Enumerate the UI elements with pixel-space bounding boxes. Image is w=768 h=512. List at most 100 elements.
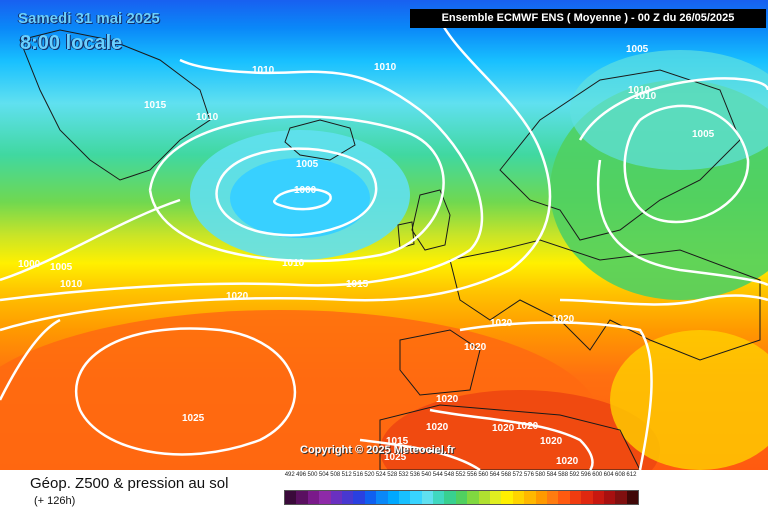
legend-tick-label: 568 bbox=[501, 472, 512, 478]
greenland-coast bbox=[19, 29, 211, 181]
isobar-label: 1020 bbox=[464, 342, 487, 353]
isobar-label: 1020 bbox=[426, 422, 449, 433]
isobar-1005-scandinavia bbox=[623, 104, 750, 224]
isobar-label: 1015 bbox=[144, 100, 167, 111]
ireland-coast bbox=[397, 221, 415, 249]
isobar-label: 1010 bbox=[196, 112, 219, 123]
forecast-date: Samedi 31 mai 2025 bbox=[18, 10, 160, 27]
isobar-label: 1005 bbox=[296, 159, 319, 170]
legend-swatch bbox=[341, 491, 354, 504]
forecast-range: (+ 126h) bbox=[34, 495, 76, 507]
isobar-1020-med bbox=[459, 321, 653, 470]
legend-swatch bbox=[364, 491, 377, 504]
legend-tick-label: 540 bbox=[421, 472, 432, 478]
legend-swatch bbox=[592, 491, 604, 504]
legend-tick-label: 600 bbox=[592, 472, 603, 478]
legend-tick-label: 532 bbox=[398, 472, 409, 478]
low-pressure-zone-inner bbox=[230, 158, 370, 238]
isobar-label: 1010 bbox=[282, 258, 305, 269]
legend-color-scale bbox=[284, 490, 640, 505]
map-title: Géop. Z500 & pression au sol bbox=[30, 475, 229, 492]
isobar-label: 1010 bbox=[634, 91, 657, 102]
legend-tick-label: 588 bbox=[558, 472, 569, 478]
scandinavia-coast bbox=[499, 69, 741, 241]
legend-swatch bbox=[603, 491, 616, 504]
legend-swatch bbox=[296, 491, 308, 504]
legend-swatch bbox=[410, 491, 422, 504]
copyright-notice: Copyright © 2025 Meteociel.fr bbox=[300, 444, 455, 456]
legend-tick-label: 560 bbox=[478, 472, 489, 478]
legend-swatch bbox=[307, 491, 320, 504]
legend-swatch bbox=[398, 491, 411, 504]
legend-tick-label: 556 bbox=[466, 472, 477, 478]
legend-swatch bbox=[467, 491, 479, 504]
legend-tick-label: 500 bbox=[307, 472, 318, 478]
isobar-1020-africa bbox=[429, 408, 594, 470]
legend-swatch bbox=[535, 491, 547, 504]
isobar-label: 1000 bbox=[18, 259, 41, 270]
legend-swatch bbox=[524, 491, 536, 504]
isobar-label: 1010 bbox=[374, 62, 397, 73]
iberia-coast bbox=[399, 329, 481, 396]
iceland-coast bbox=[284, 119, 356, 161]
legend-tick-label: 504 bbox=[318, 472, 329, 478]
legend-swatch bbox=[615, 491, 627, 504]
legend-tick-label: 512 bbox=[341, 472, 352, 478]
weather-map: 1005 1010 1010 1010 1015 1010 1005 1000 … bbox=[0, 0, 768, 470]
isobar-label: 1015 bbox=[386, 436, 409, 447]
isobar-1010-west bbox=[0, 198, 181, 282]
isobar-label: 1005 bbox=[626, 44, 649, 55]
legend-swatch bbox=[581, 491, 593, 504]
legend-swatch bbox=[376, 491, 388, 504]
legend-swatch bbox=[490, 491, 502, 504]
isobar-1015-africa bbox=[359, 438, 481, 470]
legend-swatch bbox=[353, 491, 365, 504]
isobars bbox=[0, 19, 768, 470]
isobar-label: 1000 bbox=[294, 185, 317, 196]
legend-tick-label: 592 bbox=[569, 472, 580, 478]
footer-bar: Géop. Z500 & pression au sol (+ 126h) 49… bbox=[0, 470, 768, 512]
north-africa-coast bbox=[379, 404, 641, 470]
legend-tick-label: 548 bbox=[444, 472, 455, 478]
legend-tick-label: 544 bbox=[432, 472, 443, 478]
isobar-1015-mid bbox=[0, 58, 484, 302]
isobar-label: 1010 bbox=[60, 279, 83, 290]
legend-swatch bbox=[501, 491, 513, 504]
legend-tick-label: 508 bbox=[330, 472, 341, 478]
legend-swatch bbox=[626, 491, 639, 504]
legend-tick-label: 552 bbox=[455, 472, 466, 478]
legend-swatch bbox=[512, 491, 525, 504]
legend-tick-label: 496 bbox=[296, 472, 307, 478]
isobar-label: 1025 bbox=[384, 452, 407, 463]
legend-swatch bbox=[387, 491, 399, 504]
legend-swatch bbox=[444, 491, 456, 504]
legend-tick-label: 612 bbox=[626, 472, 637, 478]
legend-tick-label: 520 bbox=[364, 472, 375, 478]
legend-swatch bbox=[421, 491, 434, 504]
legend-tick-label: 564 bbox=[489, 472, 500, 478]
legend-swatch bbox=[455, 491, 468, 504]
europe-coast bbox=[449, 239, 761, 361]
isobar-1010-east bbox=[596, 159, 768, 287]
legend-tick-label: 516 bbox=[353, 472, 364, 478]
isobar-label: 1020 bbox=[516, 421, 539, 432]
isobar-label: 1015 bbox=[346, 279, 369, 290]
legend-swatch bbox=[330, 491, 342, 504]
isobar-1025-high bbox=[74, 327, 297, 456]
legend-tick-label: 572 bbox=[512, 472, 523, 478]
isobar-1000-low bbox=[273, 187, 332, 211]
isobar-label: 1020 bbox=[490, 318, 513, 329]
british-isles-coast bbox=[411, 189, 451, 251]
legend-swatch bbox=[558, 491, 570, 504]
isobar-label: 1005 bbox=[692, 129, 715, 140]
legend-ticks: 492 496 500 504 508 512 516 520 524 528 532 536 540 5… bbox=[284, 472, 637, 478]
legend-tick-label: 524 bbox=[375, 472, 386, 478]
isobar-1020-south bbox=[0, 318, 61, 401]
isobar-1010-low bbox=[148, 115, 445, 263]
legend-tick-label: 604 bbox=[603, 472, 614, 478]
legend-swatch bbox=[478, 491, 491, 504]
isobar-label: 1020 bbox=[436, 394, 459, 405]
legend-swatch bbox=[546, 491, 559, 504]
legend-swatch bbox=[569, 491, 582, 504]
isobar-label: 1020 bbox=[552, 314, 575, 325]
